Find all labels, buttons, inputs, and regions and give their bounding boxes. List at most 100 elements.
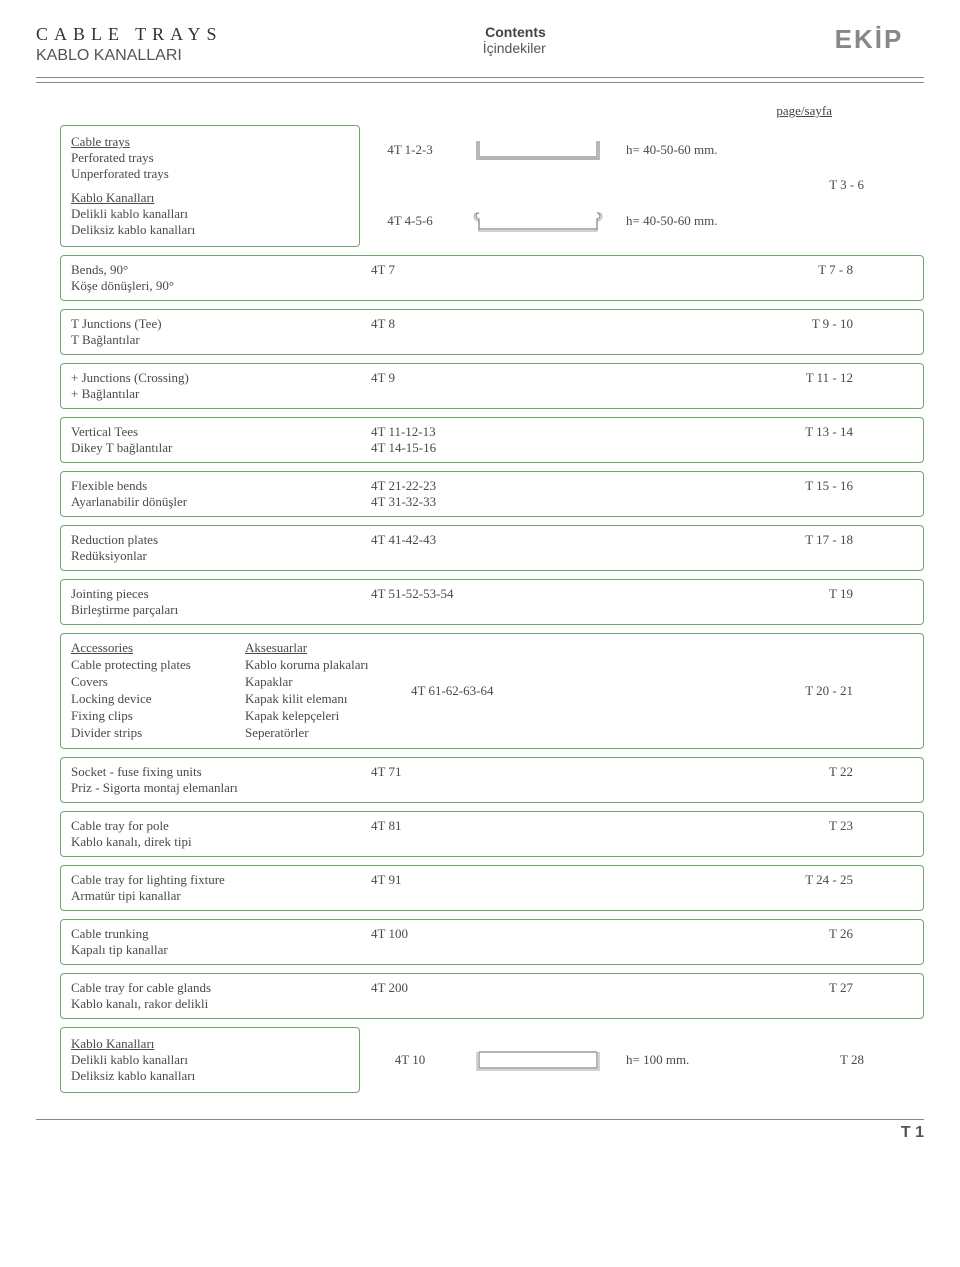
socket-code: 4T 71 bbox=[371, 764, 621, 780]
glands-page: T 27 bbox=[621, 980, 913, 996]
redux-en: Reduction plates bbox=[71, 532, 371, 548]
trunk-en: Cable trunking bbox=[71, 926, 371, 942]
row-last: Kablo Kanalları Delikli kablo kanalları … bbox=[60, 1027, 924, 1093]
page-title-tr: KABLO KANALLARI bbox=[36, 47, 223, 65]
row-accessories: Accessories Cable protecting plates Cove… bbox=[60, 633, 924, 749]
last-code: 4T 10 bbox=[370, 1052, 450, 1068]
cross-tr: + Bağlantılar bbox=[71, 386, 371, 402]
row-bends: Bends, 90° Köşe dönüşleri, 90° 4T 7 T 7 … bbox=[60, 255, 924, 301]
light-code: 4T 91 bbox=[371, 872, 621, 888]
joint-page: T 19 bbox=[621, 586, 913, 602]
header-center: Contents İçindekiler bbox=[483, 24, 554, 56]
pole-page: T 23 bbox=[621, 818, 913, 834]
row-socket: Socket - fuse fixing units Priz - Sigort… bbox=[60, 757, 924, 803]
last-right: 4T 10 h= 100 mm. T 28 bbox=[360, 1027, 924, 1093]
cable-trays-page: T 3 - 6 bbox=[754, 177, 924, 193]
light-en: Cable tray for lighting fixture bbox=[71, 872, 371, 888]
contents-tr: İçindekiler bbox=[483, 40, 546, 56]
bends-tr: Köşe dönüşleri, 90° bbox=[71, 278, 371, 294]
acc-en-2: Locking device bbox=[71, 691, 221, 707]
socket-en: Socket - fuse fixing units bbox=[71, 764, 371, 780]
cable-trays-left: Cable trays Perforated trays Unperforate… bbox=[60, 125, 360, 247]
footer-page-number: T 1 bbox=[36, 1119, 924, 1142]
tray-curl-icon bbox=[468, 209, 608, 233]
row-tjunc: T Junctions (Tee) T Bağlantılar 4T 8 T 9… bbox=[60, 309, 924, 355]
trunk-code: 4T 100 bbox=[371, 926, 621, 942]
page-label: page/sayfa bbox=[60, 103, 924, 119]
vtees-code2: 4T 14-15-16 bbox=[371, 440, 621, 456]
socket-page: T 22 bbox=[621, 764, 913, 780]
tray-open-icon bbox=[468, 139, 608, 161]
row-joint: Jointing pieces Birleştirme parçaları 4T… bbox=[60, 579, 924, 625]
acc-tr-0: Kablo koruma plakaları bbox=[245, 657, 405, 673]
glands-en: Cable tray for cable glands bbox=[71, 980, 371, 996]
cross-en: + Junctions (Crossing) bbox=[71, 370, 371, 386]
last-l2: Deliksiz kablo kanalları bbox=[71, 1068, 349, 1084]
cable-trays-dim1: h= 40-50-60 mm. bbox=[626, 142, 736, 158]
logo-text: EKİP bbox=[835, 24, 904, 55]
redux-page: T 17 - 18 bbox=[621, 532, 913, 548]
socket-tr: Priz - Sigorta montaj elemanları bbox=[71, 780, 371, 796]
pole-tr: Kablo kanalı, direk tipi bbox=[71, 834, 371, 850]
acc-en-4: Divider strips bbox=[71, 725, 221, 741]
vtees-tr: Dikey T bağlantılar bbox=[71, 440, 371, 456]
flex-page: T 15 - 16 bbox=[621, 478, 913, 494]
bends-page: T 7 - 8 bbox=[621, 262, 913, 278]
joint-code: 4T 51-52-53-54 bbox=[371, 586, 621, 602]
glands-code: 4T 200 bbox=[371, 980, 621, 996]
tjunc-page: T 9 - 10 bbox=[621, 316, 913, 332]
vtees-code1: 4T 11-12-13 bbox=[371, 424, 621, 440]
acc-page: T 20 - 21 bbox=[621, 683, 913, 699]
vtees-en: Vertical Tees bbox=[71, 424, 371, 440]
cable-trays-code1: 4T 1-2-3 bbox=[370, 142, 450, 158]
row-redux: Reduction plates Redüksiyonlar 4T 41-42-… bbox=[60, 525, 924, 571]
page-title-en: CABLE TRAYS bbox=[36, 24, 223, 45]
cross-page: T 11 - 12 bbox=[621, 370, 913, 386]
tray-mid-icon bbox=[468, 1048, 608, 1072]
tjunc-tr: T Bağlantılar bbox=[71, 332, 371, 348]
acc-code: 4T 61-62-63-64 bbox=[411, 683, 621, 699]
row-glands: Cable tray for cable glands Kablo kanalı… bbox=[60, 973, 924, 1019]
cable-trays-heading-tr: Kablo Kanalları bbox=[71, 190, 349, 206]
redux-code: 4T 41-42-43 bbox=[371, 532, 621, 548]
acc-heading-tr: Aksesuarlar bbox=[245, 640, 405, 656]
page-header: CABLE TRAYS KABLO KANALLARI Contents İçi… bbox=[36, 20, 924, 78]
cross-code: 4T 9 bbox=[371, 370, 621, 386]
joint-tr: Birleştirme parçaları bbox=[71, 602, 371, 618]
cable-trays-right: 4T 1-2-3 h= 40-50-60 mm. T 3 - 6 4T 4-5-… bbox=[360, 125, 924, 247]
light-tr: Armatür tipi kanallar bbox=[71, 888, 371, 904]
cable-trays-l2-en: Unperforated trays bbox=[71, 166, 349, 182]
row-flex: Flexible bends Ayarlanabilir dönüşler 4T… bbox=[60, 471, 924, 517]
flex-en: Flexible bends bbox=[71, 478, 371, 494]
trunk-tr: Kapalı tip kanallar bbox=[71, 942, 371, 958]
flex-code2: 4T 31-32-33 bbox=[371, 494, 621, 510]
bends-en: Bends, 90° bbox=[71, 262, 371, 278]
acc-en-3: Fixing clips bbox=[71, 708, 221, 724]
contents-body: page/sayfa Cable trays Perforated trays … bbox=[0, 83, 960, 1109]
bends-code: 4T 7 bbox=[371, 262, 621, 278]
cable-trays-code2: 4T 4-5-6 bbox=[370, 213, 450, 229]
row-cable-trays: Cable trays Perforated trays Unperforate… bbox=[60, 125, 924, 247]
acc-en-1: Covers bbox=[71, 674, 221, 690]
logo: EKİP bbox=[814, 24, 924, 55]
pole-en: Cable tray for pole bbox=[71, 818, 371, 834]
vtees-page: T 13 - 14 bbox=[621, 424, 913, 440]
cable-trays-heading-en: Cable trays bbox=[71, 134, 349, 150]
row-cross: + Junctions (Crossing) + Bağlantılar 4T … bbox=[60, 363, 924, 409]
glands-tr: Kablo kanalı, rakor delikli bbox=[71, 996, 371, 1012]
row-pole: Cable tray for pole Kablo kanalı, direk … bbox=[60, 811, 924, 857]
light-page: T 24 - 25 bbox=[621, 872, 913, 888]
cable-trays-l2-tr: Deliksiz kablo kanalları bbox=[71, 222, 349, 238]
redux-tr: Redüksiyonlar bbox=[71, 548, 371, 564]
acc-tr-1: Kapaklar bbox=[245, 674, 405, 690]
flex-tr: Ayarlanabilir dönüşler bbox=[71, 494, 371, 510]
last-dim: h= 100 mm. bbox=[626, 1052, 736, 1068]
row-trunk: Cable trunking Kapalı tip kanallar 4T 10… bbox=[60, 919, 924, 965]
acc-tr-4: Seperatörler bbox=[245, 725, 405, 741]
acc-tr-2: Kapak kilit elemanı bbox=[245, 691, 405, 707]
last-heading: Kablo Kanalları bbox=[71, 1036, 349, 1052]
last-page: T 28 bbox=[754, 1052, 924, 1068]
acc-tr-3: Kapak kelepçeleri bbox=[245, 708, 405, 724]
trunk-page: T 26 bbox=[621, 926, 913, 942]
tjunc-en: T Junctions (Tee) bbox=[71, 316, 371, 332]
